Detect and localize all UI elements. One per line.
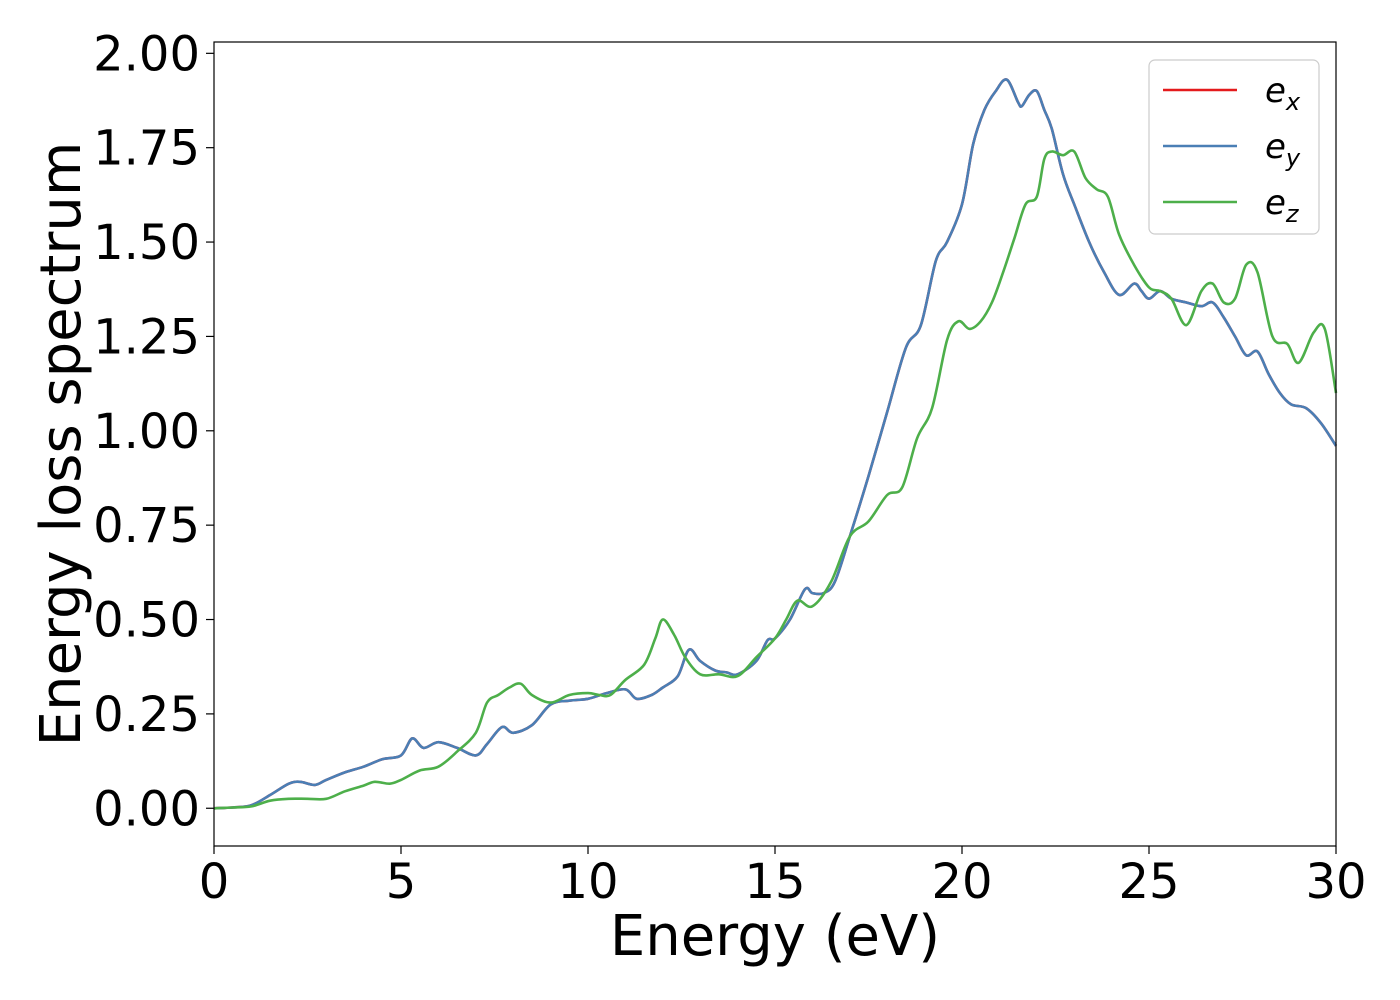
- x-axis-label: Energy (eV): [610, 904, 940, 969]
- x-tick-label: 30: [1305, 854, 1366, 910]
- y-tick-label: 0.25: [93, 687, 200, 743]
- y-tick-label: 1.00: [93, 404, 200, 460]
- y-axis-label: Energy loss spectrum: [29, 142, 94, 747]
- legend-label-e_y: ey: [1265, 127, 1301, 172]
- legend-label-subscript: x: [1285, 88, 1301, 116]
- legend-label-subscript: z: [1285, 200, 1300, 228]
- x-tick-label: 5: [386, 854, 417, 910]
- y-tick-label: 0.50: [93, 593, 200, 649]
- y-tick-label: 0.75: [93, 498, 200, 554]
- y-tick-label: 1.75: [93, 121, 200, 177]
- x-tick-label: 10: [557, 854, 618, 910]
- legend-label-e_z: ez: [1265, 183, 1300, 228]
- y-tick-label: 1.50: [93, 215, 200, 271]
- x-tick-label: 15: [744, 854, 805, 910]
- legend-label-e_x: ex: [1265, 71, 1301, 116]
- y-tick-label: 1.25: [93, 309, 200, 365]
- x-axis: 0 5 10 15 20 25 30: [199, 846, 1367, 910]
- x-tick-label: 20: [931, 854, 992, 910]
- y-tick-label: 0.00: [93, 781, 200, 837]
- legend-label-base: e: [1265, 183, 1286, 223]
- legend-label-base: e: [1265, 127, 1286, 167]
- series-line-e_z: [213, 149, 1338, 810]
- series-lines: [213, 78, 1338, 810]
- x-tick-label: 0: [199, 854, 230, 910]
- x-tick-label: 25: [1118, 854, 1179, 910]
- legend-label-base: e: [1265, 71, 1286, 111]
- y-tick-label: 2.00: [93, 26, 200, 82]
- y-axis: 0.00 0.25 0.50 0.75 1.00 1.25 1.50 1.75 2.00: [93, 26, 214, 837]
- legend-label-subscript: y: [1285, 144, 1301, 172]
